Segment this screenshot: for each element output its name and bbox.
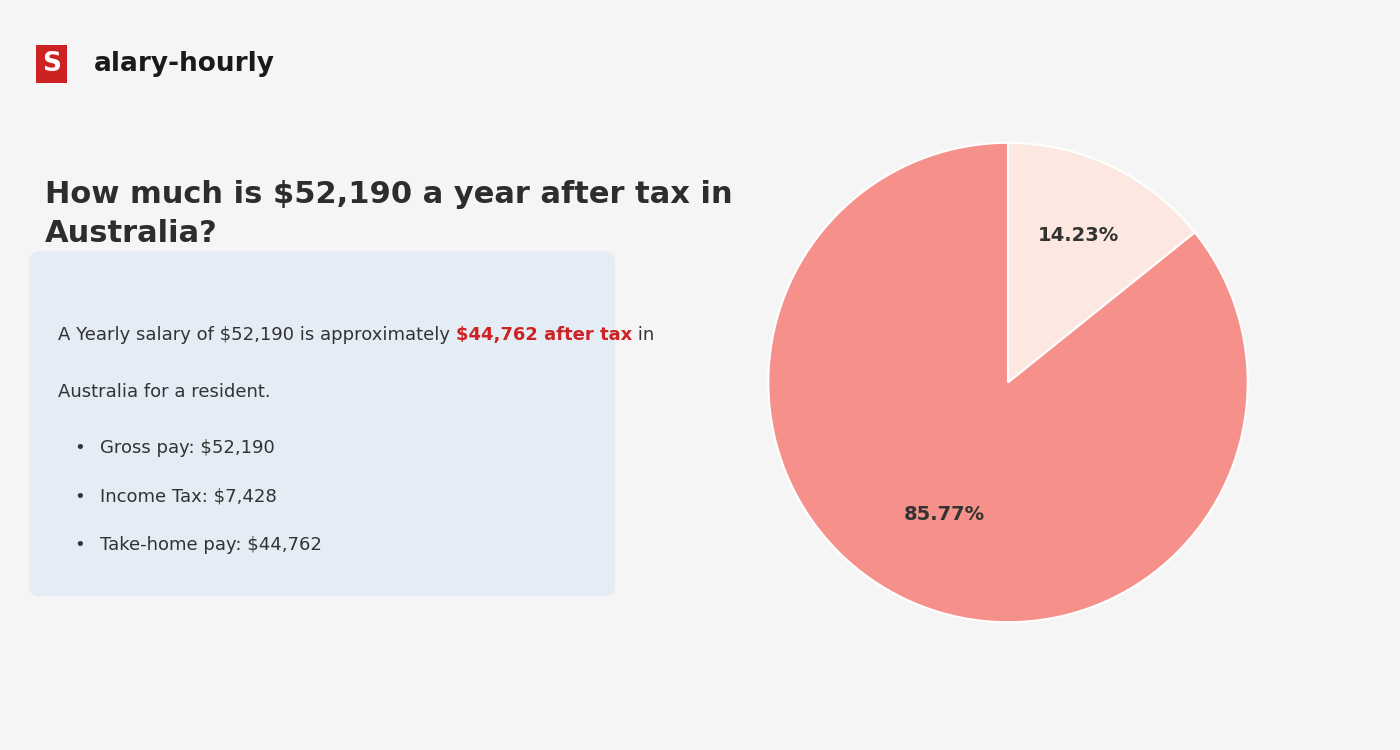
- Text: Australia for a resident.: Australia for a resident.: [57, 382, 270, 400]
- Text: in: in: [631, 326, 654, 344]
- Text: Take-home pay: $44,762: Take-home pay: $44,762: [99, 536, 322, 554]
- Wedge shape: [1008, 142, 1194, 382]
- Text: •: •: [74, 439, 85, 457]
- Wedge shape: [769, 142, 1247, 622]
- FancyBboxPatch shape: [29, 251, 615, 596]
- Text: How much is $52,190 a year after tax in
Australia?: How much is $52,190 a year after tax in …: [45, 180, 732, 248]
- Text: Income Tax: $7,428: Income Tax: $7,428: [99, 488, 277, 506]
- Text: 14.23%: 14.23%: [1037, 226, 1120, 245]
- Text: alary-hourly: alary-hourly: [94, 51, 274, 76]
- Text: •: •: [74, 536, 85, 554]
- Text: 85.77%: 85.77%: [904, 506, 986, 524]
- Text: $44,762 after tax: $44,762 after tax: [456, 326, 631, 344]
- Text: •: •: [74, 488, 85, 506]
- Text: S: S: [42, 51, 62, 76]
- Text: Gross pay: $52,190: Gross pay: $52,190: [99, 439, 274, 457]
- Text: A Yearly salary of $52,190 is approximately: A Yearly salary of $52,190 is approximat…: [57, 326, 456, 344]
